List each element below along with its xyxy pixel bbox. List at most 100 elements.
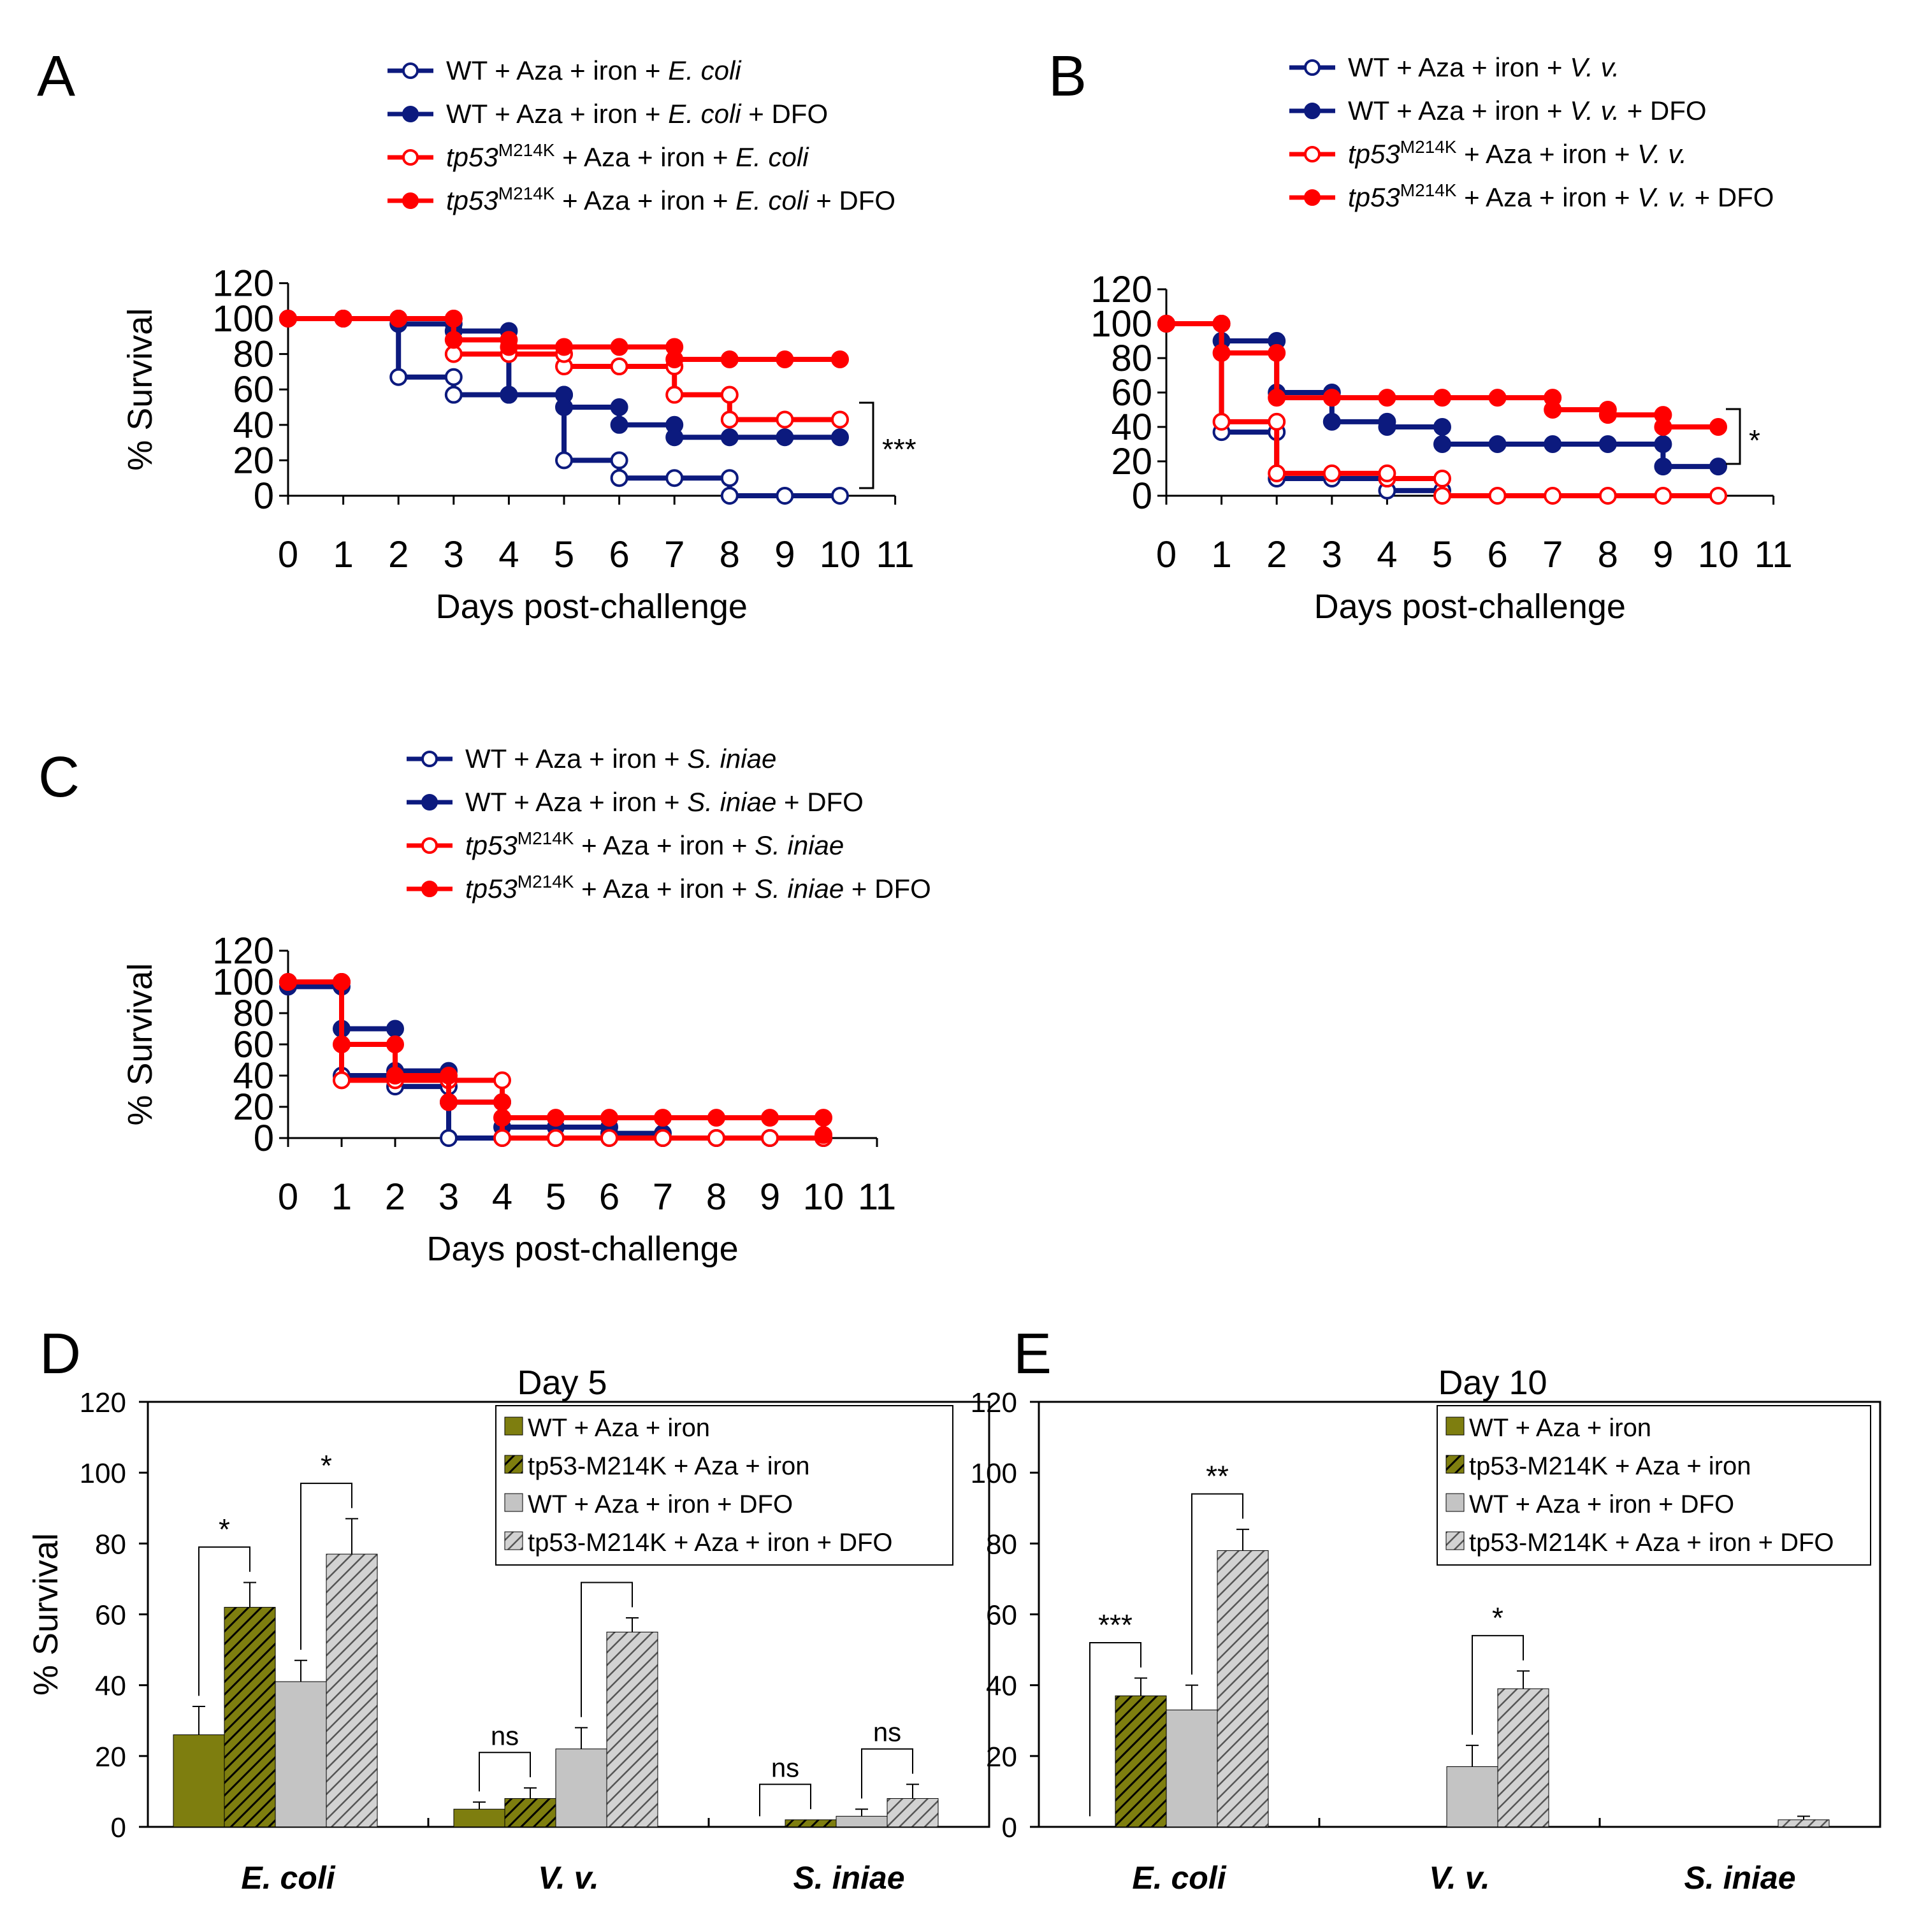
data-point [1433,435,1451,453]
panel-A: A WT + Aza + iron + E. coli WT + Aza + iro… [37,45,916,626]
x-tick-label: 3 [444,534,464,575]
x-tick-label: 3 [438,1176,459,1218]
legend-marker [402,62,419,79]
bar [785,1819,837,1827]
data-point [444,386,463,404]
y-tick-label: 40 [95,1671,126,1702]
data-point [493,1109,511,1127]
data-point [610,451,628,470]
data-point [1709,458,1727,476]
legend-marker [1304,146,1321,162]
bar [1497,1688,1549,1827]
data-point [831,487,849,505]
significance-bracket [581,1582,633,1717]
data-point [444,331,463,349]
data-point [1433,470,1451,487]
legend-label-3: tp53M214K + Aza + iron + S. iniae [465,828,844,860]
significance-label: *** [882,433,916,466]
legend-label-2: WT + Aza + iron + V. v. + DFO [1348,96,1707,126]
data-point [547,1129,565,1147]
y-tick-label: 100 [1090,303,1152,345]
data-point [1654,435,1672,453]
data-point [665,469,684,487]
bar [836,1815,888,1827]
data-point [600,1109,618,1127]
legend-marker [421,751,438,767]
data-point [500,331,518,349]
y-tick-label: 100 [971,1458,1017,1489]
data-point [1544,487,1562,505]
y-tick-label: 0 [254,475,274,517]
data-point [389,310,408,328]
panel-E: E Day 10 0 20 40 60 80 100 120 E. coli V. v. S. ini… [971,1322,1881,1896]
legend-label-4: tp53-M214K + Aza + iron + DFO [1469,1529,1834,1557]
y-tick-label: 40 [986,1671,1017,1702]
data-point [1378,464,1396,482]
data-point [279,973,297,991]
x-tick-label: 8 [1598,534,1618,575]
legend-marker [402,149,419,166]
y-axis-title: % Survival [121,963,159,1125]
data-point [1322,389,1341,407]
bar [1166,1710,1218,1827]
x-tick-label: 5 [554,534,574,575]
bar [1217,1550,1269,1827]
significance-bracket [759,1784,811,1817]
x-axis-title: Days post-challenge [436,588,748,626]
legend-label-1: WT + Aza + iron + V. v. [1348,52,1619,82]
data-point [1598,487,1617,505]
y-tick-label: 60 [233,369,274,410]
bar [504,1798,556,1827]
data-point [665,386,684,404]
x-tick-label: 6 [599,1176,619,1218]
y-tick-label: 120 [80,1387,126,1418]
y-tick-label: 20 [233,440,274,481]
y-tick-label: 80 [233,993,274,1034]
data-point [333,1071,351,1090]
x-tick-label: 0 [278,534,298,575]
data-point [493,1071,511,1090]
data-point [1268,412,1286,431]
panel-letter-A: A [37,45,75,108]
legend-label-4: tp53M214K + Aza + iron + E. coli + DFO [446,184,895,215]
legend-marker [402,192,419,209]
x-tick-label: 4 [498,534,519,575]
y-tick-label: 0 [111,1812,126,1843]
significance-bracket [1191,1493,1243,1675]
significance-bracket [198,1546,250,1696]
data-point [389,368,408,386]
data-point [1709,487,1727,505]
significance-label: * [1749,424,1760,457]
x-tick-label: 10 [820,534,861,575]
data-point [665,415,684,434]
y-tick-label: 20 [986,1741,1017,1773]
bar [224,1606,276,1827]
data-point [600,1129,618,1147]
category-label: E. coli [241,1860,335,1896]
category-label: V. v. [1429,1860,1489,1896]
data-point [654,1129,672,1147]
bar [1778,1819,1830,1827]
data-point [440,1067,458,1085]
panel-letter-C: C [38,746,80,809]
legend-swatch [1445,1531,1465,1550]
data-point [1598,401,1617,419]
legend-marker [421,881,438,897]
x-axis-title: Days post-challenge [426,1230,738,1268]
significance-label: * [1492,1601,1503,1634]
significance-bracket [859,401,874,489]
data-point [1268,389,1286,407]
data-point [386,1067,404,1085]
chart-title: Day 5 [517,1364,607,1402]
category-label: S. iniae [1684,1860,1795,1896]
data-point [831,350,849,368]
data-point [547,1109,565,1127]
y-tick-label: 120 [1090,269,1152,310]
panel-C: C WT + Aza + iron + S. iniae WT + Aza + ir… [38,744,931,1268]
y-tick-label: 60 [1111,372,1152,414]
legend-box [495,1405,953,1566]
significance-bracket [479,1752,531,1792]
x-tick-label: 7 [653,1176,673,1218]
data-point [831,410,849,429]
